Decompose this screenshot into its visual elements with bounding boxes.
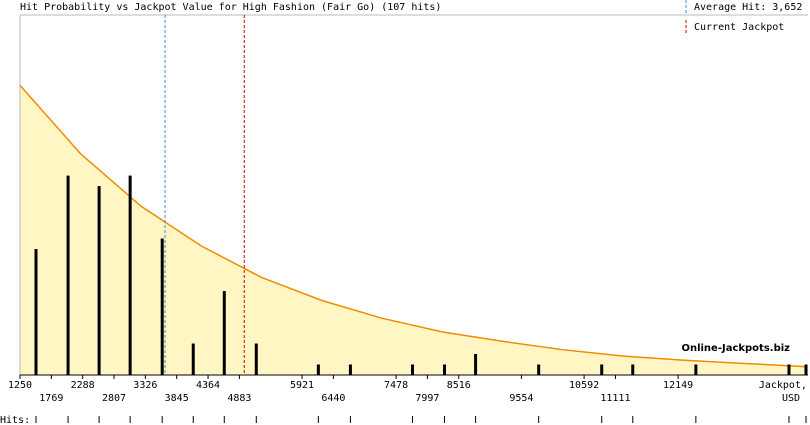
- curve-line: [19, 84, 806, 368]
- bar: [316, 364, 320, 375]
- rug-label: Hits:: [0, 415, 30, 425]
- x-tick-label: 4364: [196, 380, 220, 391]
- x-tick-label: 1250: [8, 380, 32, 391]
- x-tick-label: 5921: [290, 380, 314, 391]
- bar: [787, 364, 791, 375]
- x-tick-label: 10592: [569, 380, 599, 391]
- legend-label: Average Hit: 3,652: [694, 2, 802, 13]
- bar: [694, 364, 698, 375]
- bar: [804, 364, 808, 375]
- bar: [537, 364, 541, 375]
- curve-area: [20, 85, 805, 375]
- x-tick-label: 4883: [227, 393, 251, 404]
- bar: [160, 238, 164, 375]
- x-axis-label: Jackpot,: [759, 380, 807, 391]
- x-tick-label: 3326: [133, 380, 157, 391]
- x-axis-label: USD: [782, 393, 800, 404]
- bar: [128, 175, 132, 375]
- chart-title: Hit Probability vs Jackpot Value for Hig…: [20, 2, 441, 13]
- bar: [34, 249, 38, 375]
- bar: [410, 364, 414, 375]
- x-tick-label: 2288: [71, 380, 95, 391]
- bar: [631, 364, 635, 375]
- x-tick-label: 3845: [165, 393, 189, 404]
- bar: [66, 175, 70, 375]
- bar: [348, 364, 352, 375]
- bar: [442, 364, 446, 375]
- bar: [600, 364, 604, 375]
- x-tick-label: 6440: [321, 393, 345, 404]
- legend-label: Current Jackpot: [694, 22, 784, 33]
- x-tick-label: 7478: [384, 380, 408, 391]
- x-tick-label: 7997: [415, 393, 439, 404]
- bar: [474, 354, 478, 375]
- bar: [254, 343, 258, 375]
- x-tick-label: 9554: [509, 393, 533, 404]
- watermark: Online-Jackpots.biz: [681, 343, 790, 354]
- x-tick-label: 8516: [447, 380, 471, 391]
- x-tick-label: 2807: [102, 393, 126, 404]
- bar: [191, 343, 195, 375]
- bar: [222, 291, 226, 375]
- bar: [97, 186, 101, 375]
- x-tick-label: 1769: [39, 393, 63, 404]
- x-tick-label: 11111: [600, 393, 630, 404]
- x-tick-label: 12149: [663, 380, 693, 391]
